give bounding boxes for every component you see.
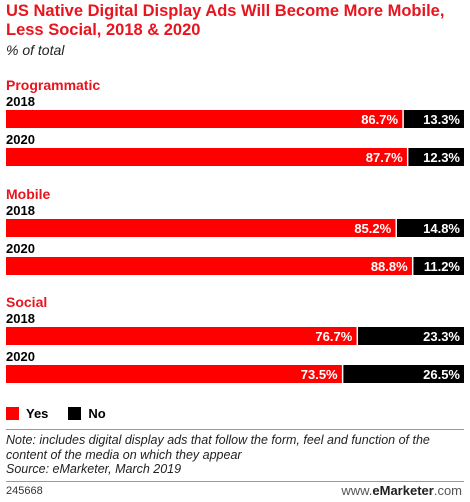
- year-label: 2020: [6, 349, 35, 364]
- year-label: 2020: [6, 241, 35, 256]
- group-label: Social: [6, 294, 47, 310]
- legend-swatch-no: [68, 407, 82, 420]
- bar-no: [357, 327, 464, 345]
- legend-label-yes: Yes: [26, 406, 49, 421]
- group-label: Mobile: [6, 186, 51, 202]
- data-label-yes: 76.7%: [315, 329, 352, 344]
- data-label-yes: 73.5%: [301, 367, 338, 382]
- data-label-no: 11.2%: [424, 259, 461, 274]
- source-text: Source: eMarketer, March 2019: [6, 462, 182, 476]
- footnote: Note: includes digital display ads that …: [6, 433, 466, 477]
- bar-yes: [6, 327, 358, 345]
- legend-label-no: No: [88, 406, 106, 421]
- chart-subtitle: % of total: [6, 42, 65, 58]
- year-label: 2018: [6, 94, 35, 109]
- legend-swatch-yes: [6, 407, 19, 420]
- year-label: 2018: [6, 203, 35, 218]
- data-label-yes: 85.2%: [354, 221, 391, 236]
- chart-legend: Yes No: [6, 406, 126, 421]
- bar-yes: [6, 365, 343, 383]
- data-label-yes: 87.7%: [366, 150, 403, 165]
- bar-no: [403, 110, 464, 128]
- data-label-no: 14.8%: [423, 221, 460, 236]
- bar-no: [396, 219, 464, 237]
- data-label-yes: 88.8%: [371, 259, 408, 274]
- legend-item-no: No: [68, 406, 106, 421]
- divider-top: [6, 429, 464, 430]
- bar-no: [412, 257, 464, 275]
- note-text: Note: includes digital display ads that …: [6, 433, 430, 462]
- bar-yes: [6, 257, 413, 275]
- chart-title: US Native Digital Display Ads Will Becom…: [6, 2, 445, 39]
- data-label-no: 13.3%: [423, 112, 460, 127]
- data-label-no: 23.3%: [423, 329, 460, 344]
- legend-item-yes: Yes: [6, 406, 48, 421]
- data-label-yes: 86.7%: [361, 112, 398, 127]
- chart-id: 245668: [6, 485, 43, 497]
- bar-yes: [6, 110, 404, 128]
- bar-no: [342, 365, 464, 383]
- year-label: 2020: [6, 132, 35, 147]
- data-label-no: 12.3%: [423, 150, 460, 165]
- group-label: Programmatic: [6, 77, 100, 93]
- bar-yes: [6, 148, 408, 166]
- bar-yes: [6, 219, 397, 237]
- divider-bottom: [6, 481, 464, 482]
- brand-logo: www.eMarketer.com: [341, 483, 462, 498]
- data-label-no: 26.5%: [423, 367, 460, 382]
- bar-no: [407, 148, 464, 166]
- year-label: 2018: [6, 311, 35, 326]
